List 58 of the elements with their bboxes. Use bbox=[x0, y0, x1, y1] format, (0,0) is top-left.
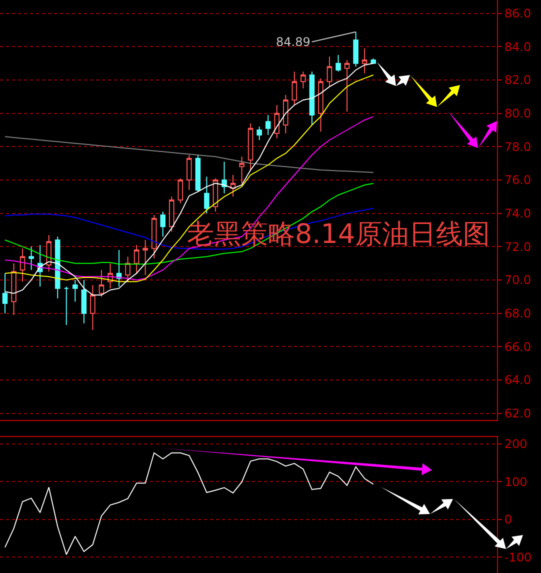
y-tick-label: 70.0 bbox=[504, 273, 532, 288]
candlestick bbox=[72, 280, 78, 302]
y-tick-label: 74.0 bbox=[504, 206, 532, 221]
candlestick bbox=[274, 104, 280, 139]
y-tick-label: 100 bbox=[504, 474, 528, 489]
candlestick bbox=[125, 256, 130, 282]
candlestick bbox=[81, 280, 87, 324]
candlestick bbox=[204, 176, 210, 214]
candlestick bbox=[309, 71, 315, 126]
y-tick-label: 0 bbox=[504, 512, 512, 527]
candlestick bbox=[168, 196, 174, 232]
candlestick bbox=[353, 31, 358, 68]
candlestick bbox=[178, 178, 184, 204]
candlestick bbox=[98, 270, 104, 298]
y-tick-label: 84.0 bbox=[504, 40, 532, 54]
candlestick bbox=[28, 246, 34, 270]
y-tick-label: 62.0 bbox=[504, 406, 532, 421]
candlestick bbox=[186, 154, 192, 190]
candlestick bbox=[265, 114, 271, 136]
candlestick bbox=[362, 48, 368, 74]
candlestick bbox=[256, 126, 262, 140]
candlestick bbox=[282, 94, 288, 134]
candlestick bbox=[336, 54, 341, 72]
y-tick-label: 76.0 bbox=[504, 173, 532, 188]
candlestick bbox=[300, 71, 306, 89]
candlestick bbox=[318, 78, 324, 132]
y-tick-label: 82.0 bbox=[504, 73, 532, 88]
annotation: 84.89 bbox=[276, 35, 310, 49]
candlestick bbox=[248, 122, 254, 170]
candlestick bbox=[2, 272, 8, 314]
y-tick-label: 200 bbox=[504, 437, 528, 451]
candlestick bbox=[142, 240, 148, 276]
candlestick bbox=[239, 156, 244, 184]
candlestick bbox=[151, 214, 157, 259]
candlestick bbox=[326, 56, 332, 88]
candlestick bbox=[11, 262, 16, 316]
candlestick bbox=[195, 154, 201, 192]
candlestick bbox=[292, 71, 298, 106]
candlestick bbox=[370, 58, 376, 64]
candlestick bbox=[64, 286, 70, 326]
candlestick bbox=[46, 234, 52, 272]
line-series bbox=[4, 136, 374, 173]
candlestick bbox=[134, 244, 140, 274]
y-tick-label: 68.0 bbox=[504, 306, 532, 321]
y-tick-label: 78.0 bbox=[504, 140, 532, 154]
y-tick-label: 64.0 bbox=[504, 373, 532, 388]
y-tick-label: 80.0 bbox=[504, 106, 532, 121]
y-tick-label: 86.0 bbox=[504, 6, 532, 21]
line-series bbox=[4, 452, 374, 555]
candlestick bbox=[54, 236, 60, 299]
candlestick bbox=[160, 211, 166, 238]
candlestick bbox=[116, 250, 122, 288]
y-tick-label: 66.0 bbox=[504, 340, 532, 354]
candlestick bbox=[90, 284, 96, 330]
candlestick bbox=[344, 60, 350, 112]
y-tick-label: -100 bbox=[504, 550, 532, 564]
y-tick-label: 72.0 bbox=[504, 240, 532, 254]
candlestick bbox=[20, 248, 26, 282]
